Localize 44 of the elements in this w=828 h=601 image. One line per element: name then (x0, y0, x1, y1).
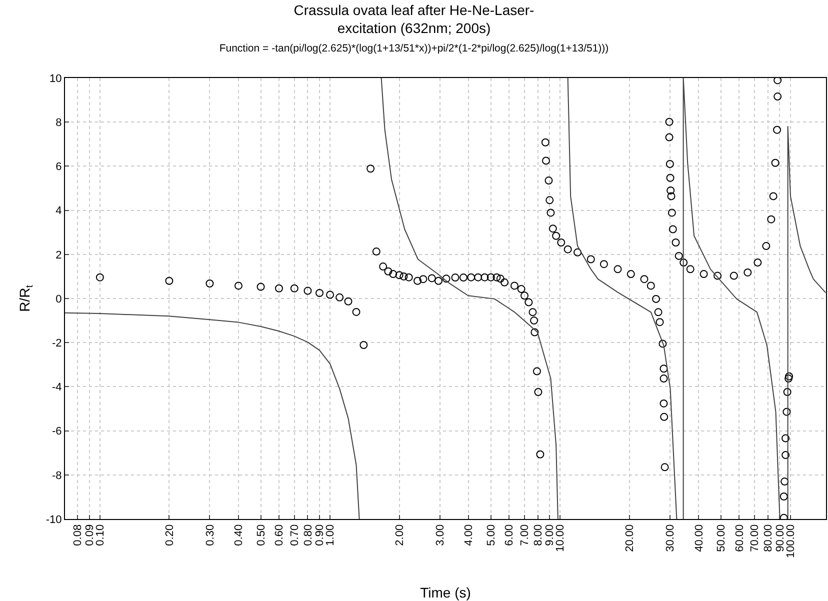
x-tick-label: 1.00 (324, 524, 337, 546)
x-tick-label: 0.40 (233, 524, 246, 546)
y-tick-label: -10 (46, 514, 62, 526)
x-tick-label: 80.00 (762, 524, 775, 552)
y-tick-label: 4 (56, 205, 62, 218)
chart-subtitle: Function = -tan(pi/log(2.625)*(log(1+13/51*x))+pi/2*(1-2*pi/log(2.625)/log(1+13/51))) (219, 42, 609, 54)
y-tick-label: -4 (52, 382, 62, 394)
x-tick-label: 5.00 (485, 524, 498, 546)
x-tick-label: 2.00 (394, 524, 406, 546)
y-tick-label: 10 (50, 72, 62, 85)
x-tick-label: 0.80 (302, 524, 314, 546)
y-tick-label: 2 (56, 249, 62, 262)
y-tick-label: -6 (52, 426, 62, 438)
chart-title: Crassula ovata leaf after He-Ne-Laser- excitation (632nm; 200s) (294, 2, 535, 36)
y-tick-label: 0 (56, 293, 62, 306)
x-tick-label: 60.00 (734, 524, 746, 552)
x-tick-label: 70.00 (749, 524, 762, 552)
x-tick-label: 0.60 (274, 524, 286, 546)
x-tick-label: 8.00 (532, 524, 544, 546)
x-tick-label: 0.10 (94, 524, 107, 546)
x-tick-label: 9.00 (544, 524, 556, 546)
x-tick-label: 40.00 (693, 524, 706, 552)
x-tick-label: 3.00 (434, 524, 446, 546)
x-tick-label: 30.00 (664, 524, 677, 552)
x-tick-label: 6.00 (504, 524, 516, 546)
x-tick-label: 50.00 (716, 524, 728, 552)
x-tick-label: 90.00 (774, 524, 786, 552)
x-axis-title: Time (s) (420, 584, 471, 600)
x-tick-label: 4.00 (463, 524, 476, 546)
x-tick-label: 20.00 (624, 524, 636, 552)
x-tick-label: 0.20 (164, 524, 176, 546)
x-tick-label: 100.00 (784, 524, 797, 558)
x-tick-label: 0.09 (84, 524, 96, 546)
y-tick-label: 6 (56, 161, 62, 174)
x-tick-label: 0.90 (314, 524, 326, 546)
y-tick-label: 8 (56, 116, 62, 129)
x-tick-label: 0.70 (288, 524, 301, 546)
x-tick-label: 7.00 (519, 524, 532, 546)
x-tick-label: 0.30 (204, 524, 216, 546)
x-tick-label: 0.50 (255, 524, 268, 546)
x-tick-label: 10.00 (554, 524, 567, 552)
y-tick-label: -2 (52, 337, 62, 350)
y-tick-label: -8 (52, 470, 62, 482)
x-tick-label: 0.08 (72, 524, 84, 546)
